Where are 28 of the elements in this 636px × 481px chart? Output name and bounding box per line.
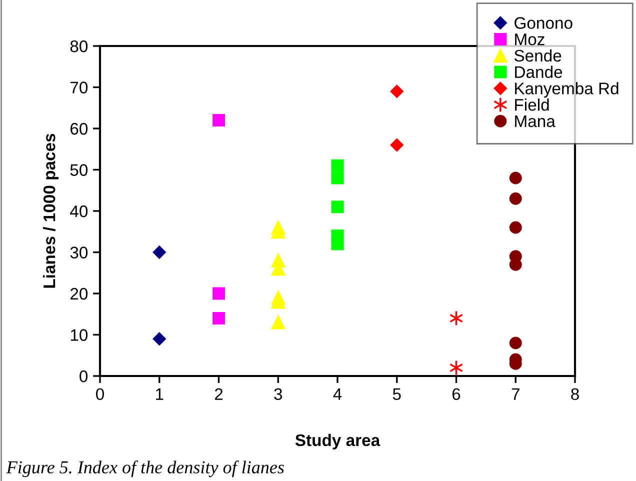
x-tick-label: 2 — [214, 388, 223, 400]
legend-label: Field — [515, 98, 549, 111]
y-tick-label: 60 — [70, 122, 88, 135]
legend-label: Kanyemba Rd — [515, 82, 618, 98]
legend-label: Mana — [515, 115, 556, 128]
x-tick-label: 8 — [571, 388, 579, 400]
legend-label: Sende — [514, 49, 562, 62]
y-tick-label: 0 — [80, 370, 88, 382]
x-tick-label: 3 — [274, 388, 282, 400]
x-tick-label: 7 — [512, 388, 520, 400]
x-tick-label: 5 — [392, 388, 401, 400]
legend-label: Moz — [515, 34, 544, 46]
x-tick-label: 1 — [156, 388, 164, 400]
y-tick-label: 50 — [70, 164, 88, 176]
y-tick-label: 80 — [70, 40, 88, 52]
y-tick-label: 70 — [70, 82, 88, 94]
y-tick-label: 30 — [70, 246, 88, 258]
y-tick-label: 20 — [70, 288, 88, 300]
x-tick-label: 0 — [96, 388, 104, 400]
y-axis-title: Lianes / 1000 paces — [43, 134, 59, 288]
x-tick-label: 4 — [333, 388, 342, 400]
legend-label: Gonono — [514, 17, 572, 29]
x-tick-label: 6 — [452, 388, 460, 400]
y-tick-label: 40 — [70, 205, 88, 218]
x-axis-title: Study area — [295, 434, 380, 450]
y-tick-label: 10 — [70, 329, 88, 341]
legend-label: Dande — [515, 66, 562, 78]
caption: Figure 5. Index of the density of lianes — [6, 460, 284, 478]
